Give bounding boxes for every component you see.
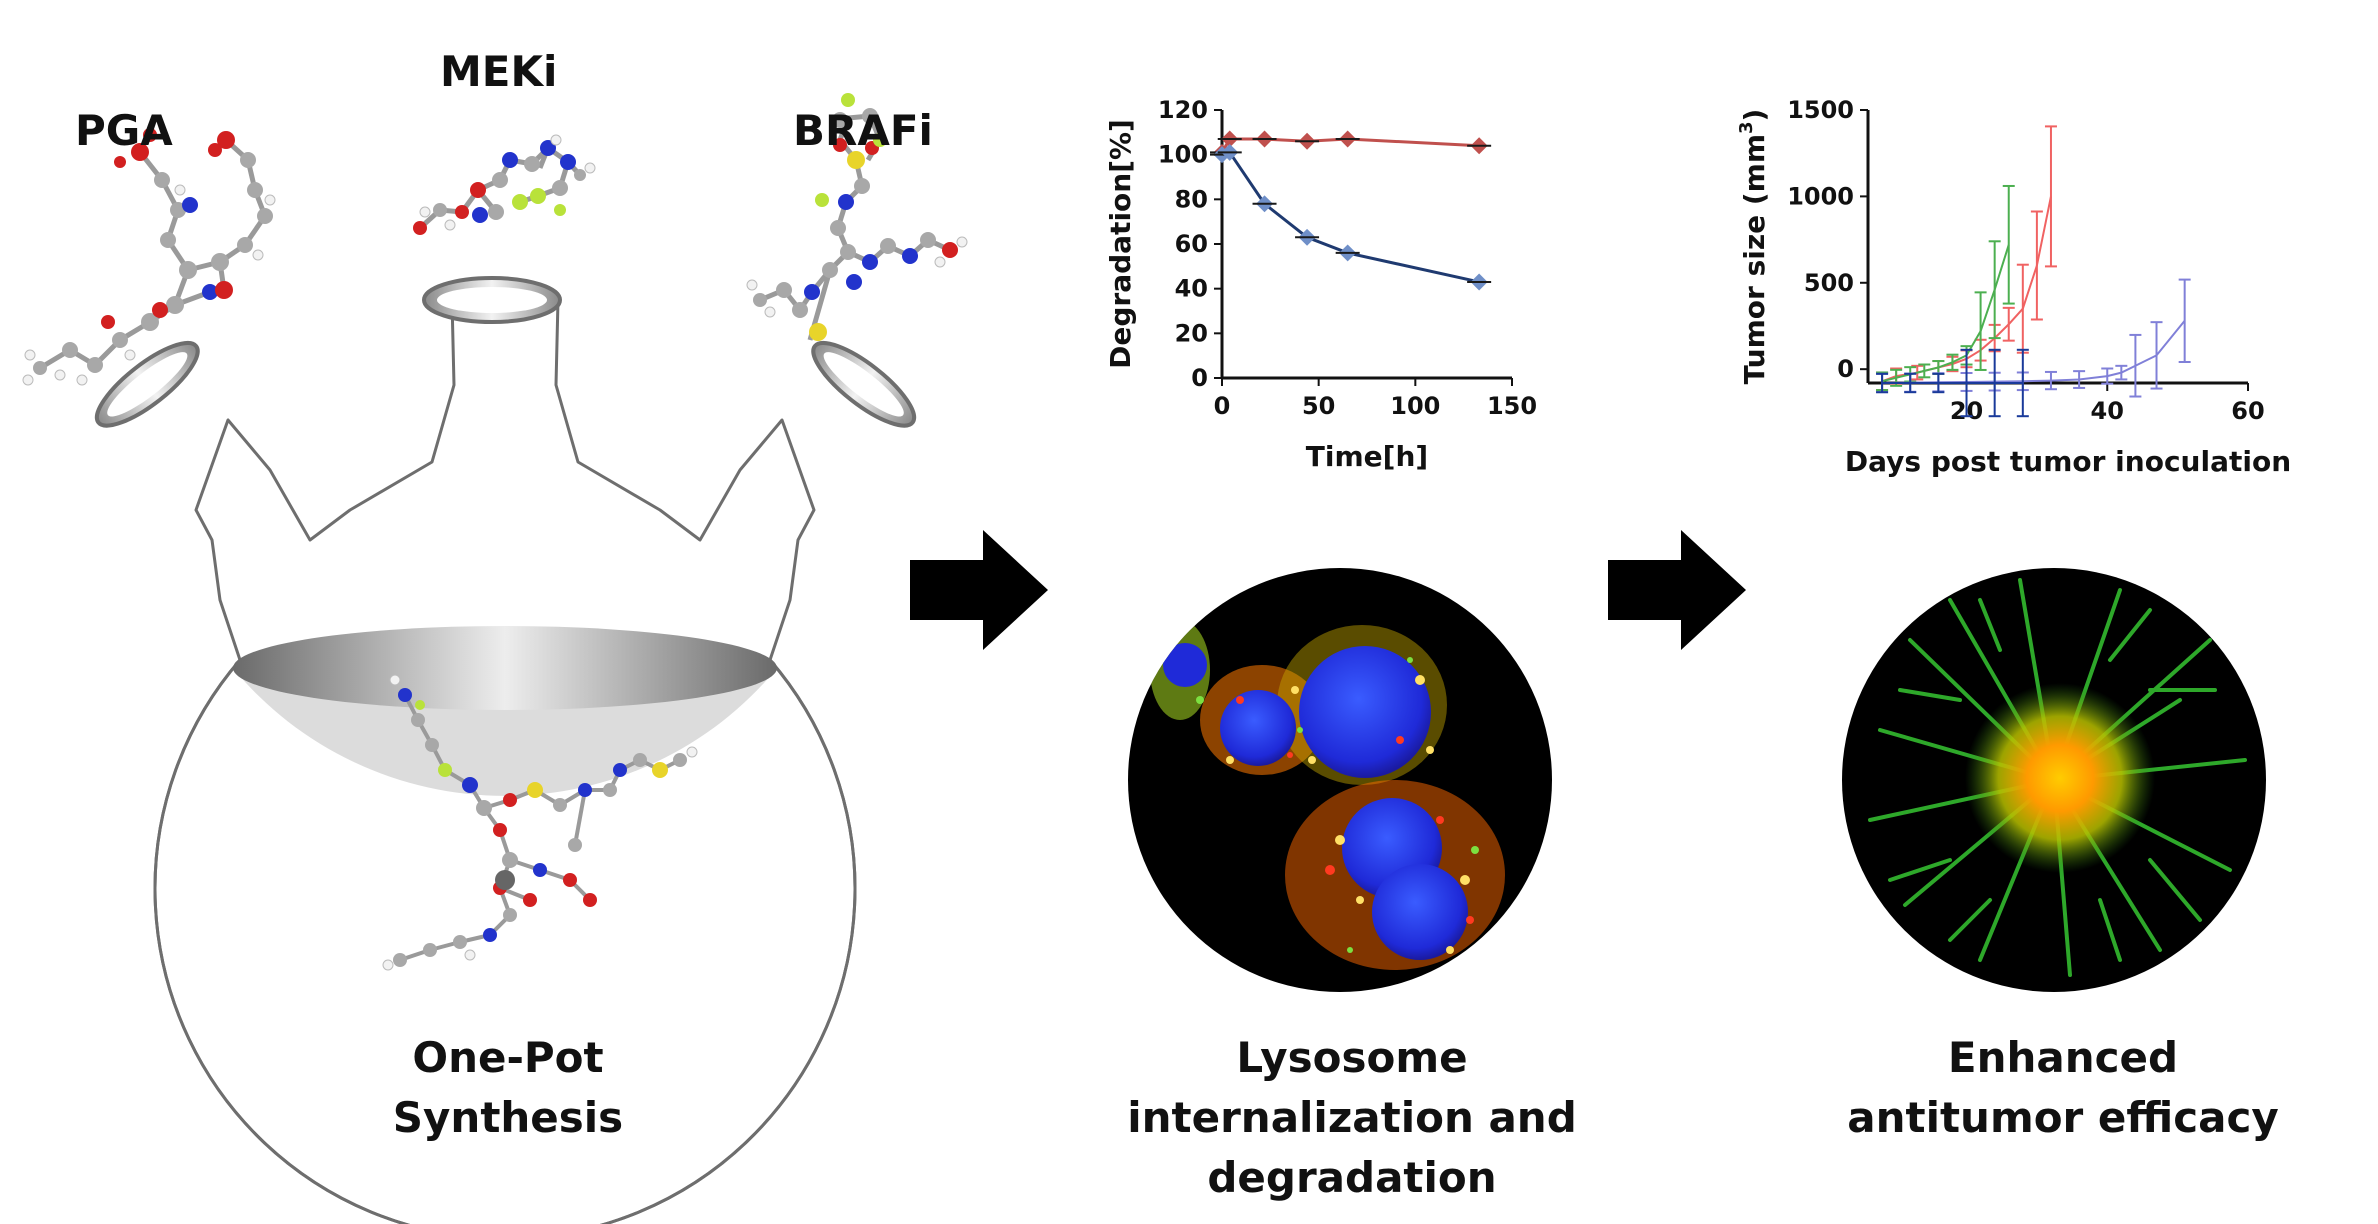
synthesis-caption-line2: Synthesis xyxy=(393,1093,623,1142)
y-tick-label: 500 xyxy=(1804,269,1854,297)
x-tick-label: 60 xyxy=(2231,397,2264,425)
pga-label: PGA xyxy=(75,106,173,155)
series-line-3 xyxy=(1882,321,2185,383)
y-tick-label: 1500 xyxy=(1787,96,1854,124)
y-tick-label: 0 xyxy=(1191,364,1208,392)
y-tick-label: 20 xyxy=(1175,319,1208,347)
x-tick-label: 40 xyxy=(2091,397,2124,425)
meki-atoms xyxy=(413,135,595,235)
y-tick-label: 100 xyxy=(1158,141,1208,169)
pga-molecule xyxy=(40,140,265,368)
y-axis-label: Tumor size (mm3) xyxy=(1736,109,1771,385)
synthesis-caption-line1: One-Pot xyxy=(412,1033,603,1082)
antitumor-caption-line2: antitumor efficacy xyxy=(1847,1093,2278,1142)
meki-label: MEKi xyxy=(440,47,557,96)
y-tick-label: 40 xyxy=(1175,275,1208,303)
lysosome-caption-line1: Lysosome xyxy=(1236,1033,1467,1082)
liquid-surface xyxy=(233,626,777,710)
tumor-microscopy-image xyxy=(1842,568,2266,992)
brafi-label: BRAFi xyxy=(793,106,933,155)
series-line-2 xyxy=(1882,245,2009,382)
lysosome-caption-line3: degradation xyxy=(1207,1153,1496,1202)
right-arrow-icon xyxy=(910,530,1048,650)
lysosome-microscopy-image xyxy=(1128,568,1552,992)
y-tick-label: 0 xyxy=(1837,355,1854,383)
x-tick-label: 150 xyxy=(1487,392,1537,420)
x-tick-label: 0 xyxy=(1214,392,1231,420)
antitumor-caption-line1: Enhanced xyxy=(1948,1033,2178,1082)
series-line-2 xyxy=(1222,152,1479,282)
x-axis-label: Days post tumor inoculation xyxy=(1845,445,2291,478)
y-tick-label: 120 xyxy=(1158,96,1208,124)
lysosome-caption-line2: internalization and xyxy=(1127,1093,1577,1142)
x-axis-label: Time[h] xyxy=(1306,440,1428,473)
three-neck-flask xyxy=(86,278,925,1224)
x-tick-label: 50 xyxy=(1302,392,1335,420)
y-tick-label: 1000 xyxy=(1787,182,1854,210)
y-tick-label: 60 xyxy=(1175,230,1208,258)
x-tick-label: 100 xyxy=(1390,392,1440,420)
degradation-chart: 0 20 40 60 80 100 120 0 50 100 150 Time[h] Degradati… xyxy=(1104,96,1537,473)
y-axis-label: Degradation[%] xyxy=(1104,119,1137,369)
right-arrow-icon-2 xyxy=(1608,530,1746,650)
y-tick-label: 80 xyxy=(1175,185,1208,213)
